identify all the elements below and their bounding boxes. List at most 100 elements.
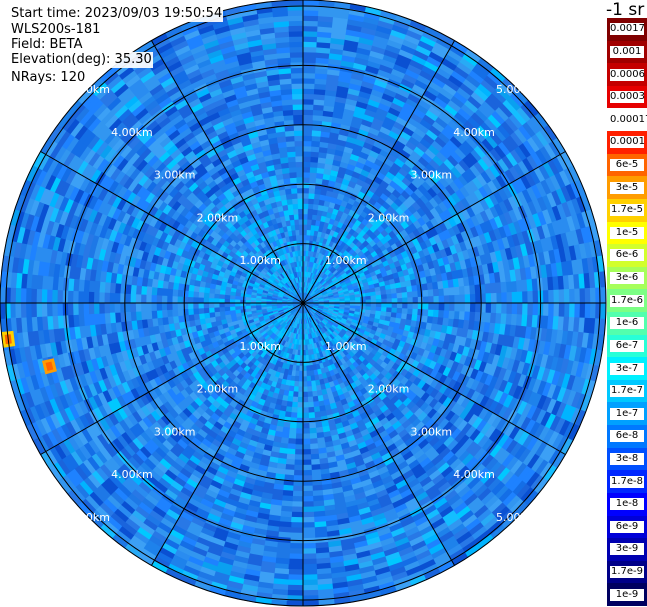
sweep-cell xyxy=(411,237,420,247)
sweep-cell xyxy=(462,52,479,67)
sweep-cell xyxy=(449,181,460,193)
sweep-cell xyxy=(356,47,372,56)
sweep-cell xyxy=(182,290,189,297)
sweep-cell xyxy=(287,579,303,586)
sweep-cell xyxy=(432,309,439,318)
sweep-cell xyxy=(551,156,565,174)
sweep-cell xyxy=(303,119,313,126)
sweep-cell xyxy=(449,44,466,58)
sweep-cell xyxy=(395,14,413,26)
sweep-cell xyxy=(459,294,466,304)
sweep-cell xyxy=(417,309,424,316)
sweep-cell xyxy=(381,144,393,154)
sweep-cell xyxy=(335,258,342,265)
sweep-cell xyxy=(353,143,364,152)
sweep-cell xyxy=(316,247,321,254)
sweep-cell xyxy=(321,266,327,273)
sweep-cell xyxy=(319,141,329,149)
sweep-cell xyxy=(311,292,316,297)
sweep-cell xyxy=(502,99,518,115)
sweep-cell xyxy=(380,294,387,300)
sweep-cell xyxy=(334,250,341,257)
sweep-cell xyxy=(319,278,325,284)
sweep-cell xyxy=(322,238,328,245)
sweep-cell xyxy=(361,246,369,254)
sweep-cell xyxy=(398,180,409,191)
sweep-cell xyxy=(310,291,315,296)
sweep-cell xyxy=(324,284,330,289)
sweep-cell xyxy=(327,271,333,278)
sweep-cell xyxy=(400,250,409,259)
sweep-cell xyxy=(369,93,383,104)
sweep-cell xyxy=(421,166,433,178)
sweep-cell xyxy=(309,172,317,179)
sweep-cell xyxy=(420,204,431,215)
sweep-cell xyxy=(302,485,313,492)
sweep-cell xyxy=(187,290,194,298)
sweep-cell xyxy=(346,271,354,277)
sweep-cell xyxy=(320,189,328,196)
sweep-cell xyxy=(495,106,510,122)
sweep-cell xyxy=(83,302,90,315)
sweep-cell xyxy=(527,303,534,316)
sweep-cell xyxy=(435,151,448,163)
sweep-cell xyxy=(409,19,427,32)
sweep-cell xyxy=(484,208,495,221)
sweep-cell xyxy=(498,103,514,119)
sweep-cell xyxy=(151,278,159,288)
sweep-cell xyxy=(290,522,303,528)
sweep-cell xyxy=(315,281,320,287)
sweep-cell xyxy=(503,198,514,212)
sweep-cell xyxy=(385,111,399,122)
sweep-cell xyxy=(316,41,331,49)
sweep-cell xyxy=(328,258,334,265)
sweep-cell xyxy=(421,65,437,77)
sweep-cell xyxy=(506,135,520,150)
sweep-cell xyxy=(419,241,428,251)
sweep-cell xyxy=(398,167,409,178)
sweep-cell xyxy=(332,159,342,167)
sweep-cell xyxy=(359,151,370,160)
sweep-cell xyxy=(391,68,406,79)
sweep-cell xyxy=(369,225,378,233)
sweep-cell xyxy=(334,281,341,287)
sweep-cell xyxy=(404,34,421,46)
sweep-cell xyxy=(109,292,116,303)
sweep-cell xyxy=(443,287,450,296)
sweep-cell xyxy=(510,149,523,164)
sweep-cell xyxy=(487,114,502,129)
sweep-cell xyxy=(379,97,393,108)
sweep-cell xyxy=(391,303,398,309)
sweep-cell xyxy=(373,35,390,45)
sweep-cell xyxy=(402,126,415,137)
sweep-cell xyxy=(407,117,421,128)
sweep-cell xyxy=(501,138,515,153)
sweep-cell xyxy=(543,124,558,142)
sweep-cell xyxy=(356,133,368,143)
sweep-cell xyxy=(361,146,372,156)
sweep-cell xyxy=(329,266,335,272)
sweep-cell xyxy=(315,252,320,259)
sweep-cell xyxy=(522,121,537,138)
sweep-cell xyxy=(438,176,450,189)
sweep-cell xyxy=(449,135,463,149)
sweep-cell xyxy=(303,250,306,257)
sweep-cell xyxy=(396,307,403,314)
sweep-cell xyxy=(305,245,310,252)
sweep-cell xyxy=(318,226,324,233)
sweep-cell xyxy=(512,110,527,126)
sweep-cell xyxy=(323,105,335,113)
sweep-cell xyxy=(98,302,105,314)
sweep-cell xyxy=(476,125,490,140)
sweep-cell xyxy=(324,94,337,102)
sweep-cell xyxy=(340,281,347,287)
sweep-cell xyxy=(332,111,344,120)
sweep-cell xyxy=(304,260,308,267)
sweep-cell xyxy=(358,36,374,46)
sweep-cell xyxy=(458,286,466,296)
sweep-cell xyxy=(355,161,366,170)
sweep-cell xyxy=(454,294,461,304)
sweep-cell xyxy=(328,240,335,248)
sweep-cell xyxy=(544,143,557,160)
sweep-cell xyxy=(443,219,453,230)
